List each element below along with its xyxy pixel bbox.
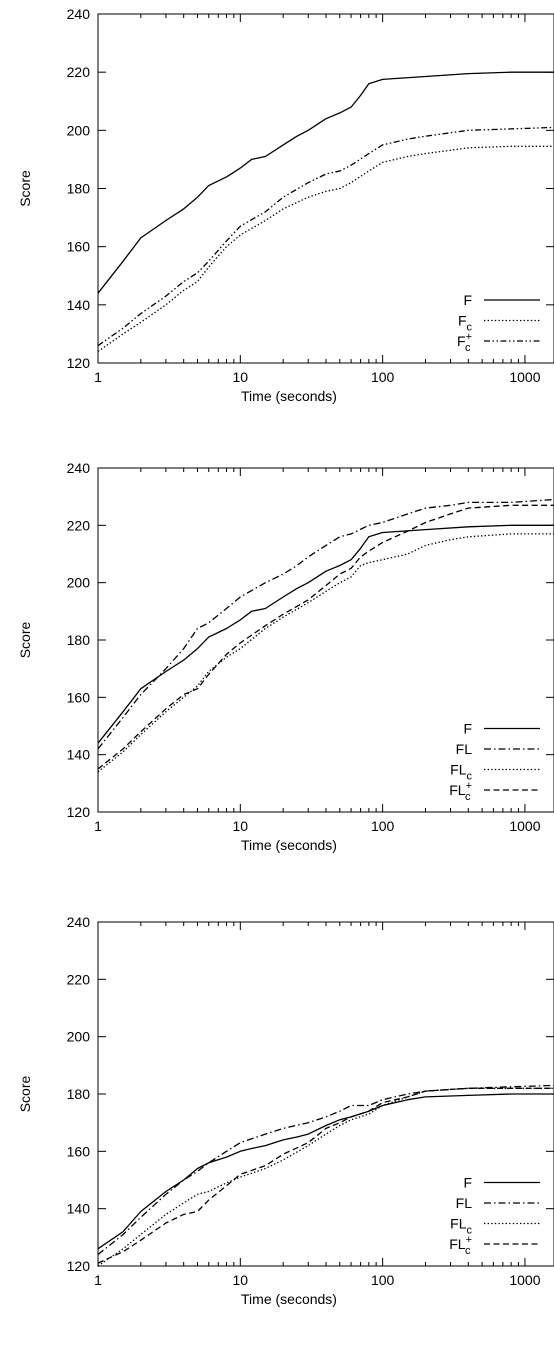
y-tick-label: 140	[67, 747, 91, 763]
legend-label: FL	[456, 1195, 473, 1211]
legend-label: FLc	[450, 762, 472, 783]
series-group	[98, 1084, 554, 1266]
series-line-f	[98, 71, 554, 294]
x-tick-label: 100	[371, 1272, 395, 1288]
y-tick-label: 140	[67, 297, 91, 313]
y-axis-label: Score	[17, 1076, 33, 1113]
x-tick-label: 100	[371, 818, 395, 834]
x-axis-label: Time (seconds)	[241, 388, 337, 404]
y-tick-label: 160	[67, 239, 91, 255]
x-tick-label: 10	[233, 1272, 249, 1288]
y-tick-label: 120	[67, 1258, 91, 1274]
y-tick-label: 240	[67, 914, 91, 930]
y-tick-label: 220	[67, 971, 91, 987]
legend-label: FL+ c	[449, 780, 472, 803]
legend-label: FLc	[450, 1216, 472, 1237]
legend-label: FL+ c	[449, 1234, 472, 1257]
legend-label: Fc	[458, 313, 473, 334]
y-tick-label: 120	[67, 355, 91, 371]
series-line-f	[98, 524, 554, 744]
y-tick-label: 240	[67, 6, 91, 22]
x-tick-label: 100	[371, 369, 395, 385]
series-line-f-c-plus	[98, 126, 554, 347]
series-line-f-c	[98, 145, 554, 352]
legend-label: F	[463, 1175, 472, 1191]
x-tick-label: 1	[94, 1272, 102, 1288]
series-line-fl	[98, 1084, 554, 1256]
y-tick-label: 180	[67, 1086, 91, 1102]
chart-1: 1 10 100 1000 120 140 160 180 200 220 240 Time (sec…	[17, 6, 554, 404]
x-axis-label: Time (seconds)	[241, 1291, 337, 1307]
y-tick-label: 140	[67, 1201, 91, 1217]
x-tick-label: 1	[94, 369, 102, 385]
series-line-fl	[98, 498, 554, 750]
legend-label: F+ c	[457, 331, 472, 354]
plot-frame	[97, 467, 554, 813]
x-tick-label: 10	[233, 369, 249, 385]
y-axis-label: Score	[17, 622, 33, 659]
y-tick-label: 200	[67, 122, 91, 138]
series-line-fl-c-plus	[98, 504, 554, 770]
y-tick-label: 180	[67, 181, 91, 197]
y-tick-label: 200	[67, 1029, 91, 1045]
y-tick-label: 160	[67, 1143, 91, 1159]
chart-3: 1 10 100 1000 120 140 160 180 200 220 240 Time (sec…	[17, 914, 554, 1307]
y-tick-label: 220	[67, 64, 91, 80]
series-line-fl-c	[98, 1087, 554, 1266]
plot-frame	[97, 921, 554, 1267]
x-tick-label: 1000	[509, 369, 540, 385]
y-tick-label: 120	[67, 804, 91, 820]
y-tick-label: 220	[67, 517, 91, 533]
series-group	[98, 498, 554, 773]
x-axis-label: Time (seconds)	[241, 837, 337, 853]
chart-2: 1 10 100 1000 120 140 160 180 200 220 240 Time (sec…	[17, 460, 554, 853]
x-tick-label: 1000	[509, 818, 540, 834]
legend-label: F	[463, 721, 472, 737]
x-tick-label: 1	[94, 818, 102, 834]
legend-label: FL	[456, 741, 473, 757]
y-tick-label: 200	[67, 575, 91, 591]
y-tick-label: 160	[67, 689, 91, 705]
y-tick-label: 180	[67, 632, 91, 648]
y-axis-label: Score	[17, 170, 33, 207]
x-tick-label: 1000	[509, 1272, 540, 1288]
series-group	[98, 71, 554, 352]
series-line-f	[98, 1093, 554, 1250]
series-line-fl-c	[98, 533, 554, 773]
y-tick-label: 240	[67, 460, 91, 476]
series-line-fl-c-plus	[98, 1087, 554, 1264]
x-tick-label: 10	[233, 818, 249, 834]
plot-frame	[97, 13, 554, 364]
legend-label: F	[463, 292, 472, 308]
